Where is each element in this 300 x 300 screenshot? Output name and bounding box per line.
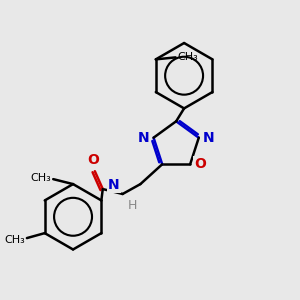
Text: CH₃: CH₃ (31, 173, 51, 183)
Text: CH₃: CH₃ (178, 52, 198, 62)
Text: N: N (138, 131, 150, 145)
Text: N: N (108, 178, 120, 192)
Text: O: O (87, 153, 99, 167)
Text: H: H (128, 199, 137, 212)
Text: O: O (194, 157, 206, 171)
Text: CH₃: CH₃ (4, 235, 25, 245)
Text: N: N (203, 131, 214, 145)
